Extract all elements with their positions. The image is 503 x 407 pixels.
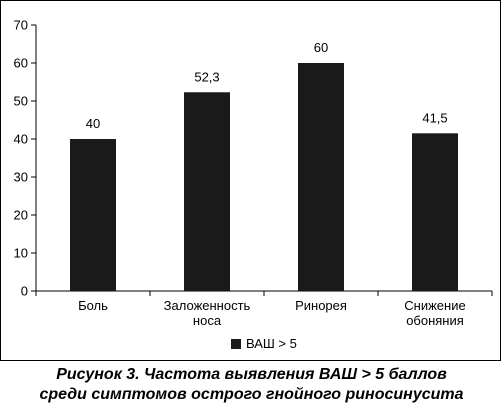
y-tick-label: 40: [14, 132, 28, 147]
category-label: Боль: [78, 298, 108, 313]
category-label-line: Ринорея: [295, 298, 347, 313]
category-label-line: Заложенность: [164, 298, 251, 313]
y-tick-label: 70: [14, 18, 28, 33]
category-label: Заложенность носа: [164, 298, 251, 328]
category-label-line: носа: [193, 313, 222, 328]
y-tick-label: 20: [14, 208, 28, 223]
category-label-line: Снижение: [404, 298, 465, 313]
category-label-line: обоняния: [406, 313, 464, 328]
caption-line-1: Рисунок 3. Частота выявления ВАШ > 5 бал…: [56, 366, 447, 383]
bar-chart: 0 10 20 30 40 50 60 70 40 Боль 52,3 Заложенность нос…: [14, 18, 493, 328]
category-label: Ринорея: [295, 298, 347, 313]
caption-line-2: среди симптомов острого гнойного риносин…: [39, 386, 464, 403]
category-label: Снижение обоняния: [404, 298, 465, 328]
y-tick-label: 60: [14, 56, 28, 71]
data-label: 40: [86, 116, 100, 131]
bar: [70, 139, 116, 291]
category-label-line: Боль: [78, 298, 108, 313]
bar: [412, 133, 458, 291]
data-label: 41,5: [422, 110, 447, 125]
y-tick-label: 10: [14, 246, 28, 261]
bar: [298, 63, 344, 291]
chart-frame: [0, 0, 501, 361]
bar: [184, 92, 230, 291]
y-tick-label: 50: [14, 94, 28, 109]
legend: ВАШ > 5: [231, 336, 297, 351]
legend-swatch: [231, 338, 241, 349]
y-tick-label: 0: [21, 284, 28, 299]
data-label: 60: [314, 40, 328, 55]
legend-label: ВАШ > 5: [246, 336, 297, 351]
figure-caption: Рисунок 3. Частота выявления ВАШ > 5 бал…: [0, 365, 503, 405]
y-tick-label: 30: [14, 170, 28, 185]
data-label: 52,3: [194, 69, 219, 84]
